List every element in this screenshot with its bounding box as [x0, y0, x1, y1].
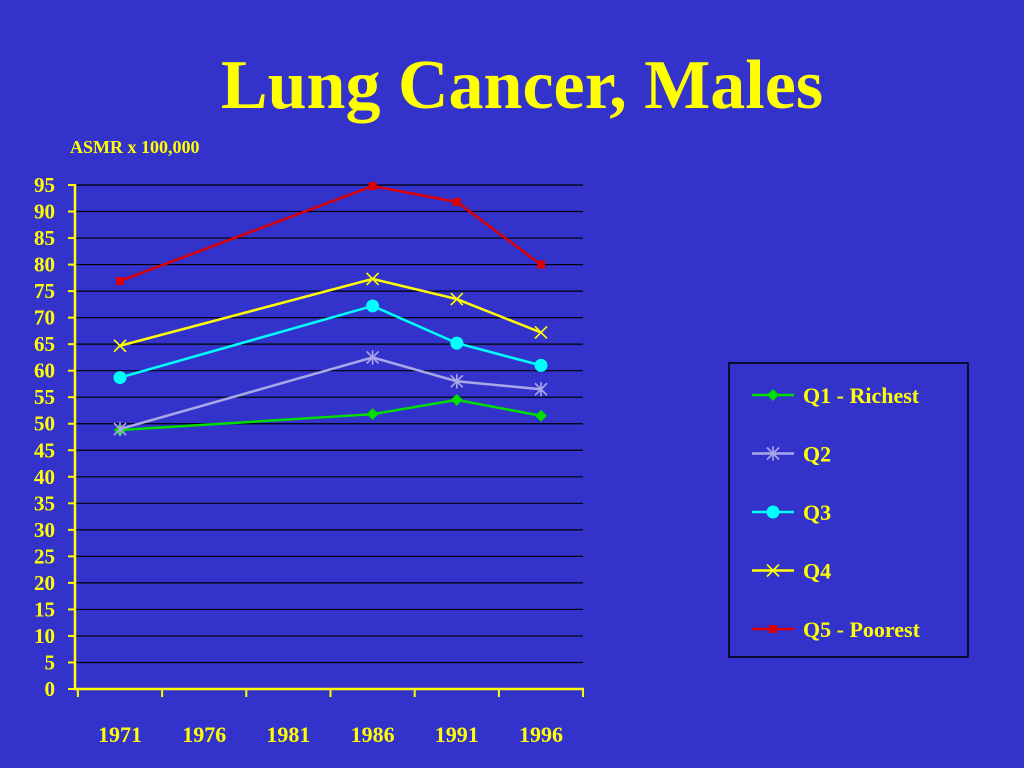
data-point [366, 272, 380, 286]
legend-label: Q3 [803, 500, 831, 525]
y-tick-label: 10 [34, 624, 55, 648]
series-5 [116, 182, 545, 286]
x-tick-label: 1971 [98, 722, 142, 747]
x-tick-label: 1986 [351, 722, 395, 747]
y-tick-label: 25 [34, 544, 55, 568]
data-point [450, 292, 464, 306]
x-tick-label: 1991 [435, 722, 479, 747]
y-tick-label: 80 [34, 253, 55, 277]
data-point [537, 260, 545, 269]
gridlines [75, 184, 583, 664]
data-point [452, 197, 461, 206]
data-point [534, 382, 548, 397]
x-tick-label: 1996 [519, 722, 563, 747]
y-tick-label: 0 [45, 677, 56, 701]
y-tick-label: 35 [34, 491, 55, 515]
legend: Q1 - Richest Q2 Q3 Q4 Q5 - Poorest [728, 362, 969, 658]
x-tick-label: 1976 [182, 722, 226, 747]
y-tick-label: 90 [34, 200, 55, 224]
y-tick-label: 45 [34, 438, 55, 462]
series-1 [114, 393, 547, 437]
y-tick-label: 50 [34, 412, 55, 436]
slide-title: Lung Cancer, Males [220, 47, 824, 124]
legend-label: Q5 - Poorest [803, 617, 921, 642]
y-tick-label: 20 [34, 571, 55, 595]
data-point [366, 408, 379, 421]
series-3 [113, 299, 548, 385]
series-line [119, 277, 542, 347]
legend-swatch-marker [767, 389, 779, 401]
y-tick-label: 95 [34, 173, 55, 197]
y-tick-label: 40 [34, 465, 55, 489]
x-axis-ticks: 1971 1976 1981 1986 1991 1996 [76, 689, 584, 747]
legend-swatch-marker [766, 563, 780, 578]
series-line [119, 398, 542, 432]
axes [73, 184, 584, 691]
data-point [534, 325, 548, 340]
y-tick-label: 30 [34, 518, 55, 542]
legend-item: Q1 - Richest [752, 383, 920, 408]
data-point [113, 339, 127, 353]
series-4 [113, 272, 548, 353]
y-tick-label: 70 [34, 306, 55, 330]
y-tick-label: 85 [34, 226, 55, 250]
series-line [119, 304, 542, 379]
legend-item: Q4 [752, 559, 831, 584]
legend-swatch-marker [769, 625, 777, 633]
legend-label: Q2 [803, 442, 831, 467]
data-point [535, 409, 547, 422]
data-point [116, 277, 124, 286]
legend-swatch-marker [766, 505, 780, 519]
legend-item: Q3 [752, 500, 831, 525]
data-point [113, 421, 127, 437]
x-tick-label: 1981 [266, 722, 310, 747]
y-tick-label: 15 [34, 597, 55, 621]
y-tick-label: 65 [34, 332, 55, 356]
data-point [368, 182, 377, 191]
legend-label: Q1 - Richest [803, 383, 920, 408]
y-tick-label: 55 [34, 385, 55, 409]
data-point [450, 393, 463, 406]
series-2 [113, 350, 548, 437]
legend-item: Q2 [752, 442, 831, 467]
series-line [119, 184, 542, 283]
data-point [366, 299, 380, 313]
series-layer [113, 182, 548, 437]
series-line [119, 356, 542, 431]
y-axis-unit-label: ASMR x 100,000 [70, 137, 200, 157]
legend-swatch-marker [766, 446, 780, 461]
data-point [450, 336, 464, 350]
data-point [113, 371, 127, 385]
data-point [534, 358, 548, 372]
y-tick-label: 5 [45, 650, 56, 674]
data-point [450, 374, 464, 389]
data-point [366, 350, 380, 365]
y-tick-label: 75 [34, 279, 55, 303]
legend-label: Q4 [803, 559, 831, 584]
legend-item: Q5 - Poorest [752, 617, 921, 642]
y-tick-label: 60 [34, 359, 55, 383]
legend-box [728, 362, 969, 658]
